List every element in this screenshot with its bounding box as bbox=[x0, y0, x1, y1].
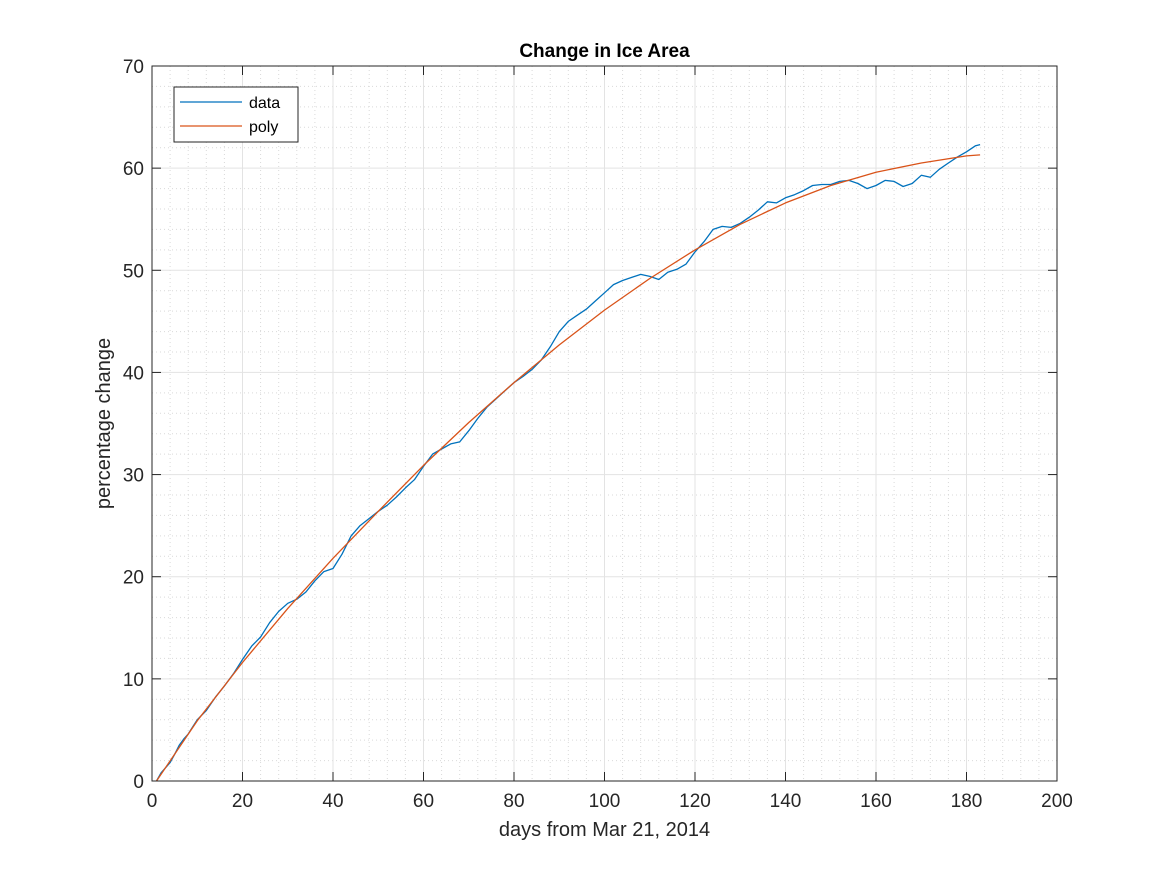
x-tick-labels: 0 20 40 60 80 100 120 140 160 180 200 bbox=[147, 791, 1073, 812]
y-tick-label: 30 bbox=[123, 466, 144, 487]
legend: data poly bbox=[173, 86, 299, 143]
x-tick-label: 60 bbox=[413, 791, 434, 812]
y-tick-labels: 0 10 20 30 40 50 60 70 bbox=[123, 57, 144, 793]
x-tick-label: 120 bbox=[679, 791, 711, 812]
x-tick-label: 80 bbox=[503, 791, 524, 812]
series-layer bbox=[155, 143, 981, 782]
x-tick-label: 100 bbox=[589, 791, 621, 812]
y-tick-label: 10 bbox=[123, 670, 144, 691]
legend-label-poly: poly bbox=[249, 119, 278, 136]
series-line-data bbox=[155, 143, 981, 782]
x-tick-label: 180 bbox=[951, 791, 983, 812]
y-tick-label: 70 bbox=[123, 57, 144, 78]
x-tick-label: 40 bbox=[322, 791, 343, 812]
x-tick-label: 160 bbox=[860, 791, 892, 812]
x-axis-label: days from Mar 21, 2014 bbox=[499, 819, 710, 841]
x-tick-label: 20 bbox=[232, 791, 253, 812]
y-tick-label: 60 bbox=[123, 159, 144, 180]
tick-marks bbox=[151, 65, 1058, 782]
y-tick-label: 0 bbox=[133, 772, 144, 793]
chart-title: Change in Ice Area bbox=[519, 41, 690, 62]
series-line-poly bbox=[155, 154, 981, 782]
y-axis-label: percentage change bbox=[93, 338, 115, 509]
x-tick-label: 0 bbox=[147, 791, 158, 812]
x-tick-label: 140 bbox=[770, 791, 802, 812]
y-tick-label: 20 bbox=[123, 568, 144, 589]
y-tick-label: 40 bbox=[123, 363, 144, 384]
legend-box bbox=[173, 86, 299, 143]
y-tick-label: 50 bbox=[123, 261, 144, 282]
legend-label-data: data bbox=[249, 95, 280, 112]
x-tick-label: 200 bbox=[1041, 791, 1073, 812]
